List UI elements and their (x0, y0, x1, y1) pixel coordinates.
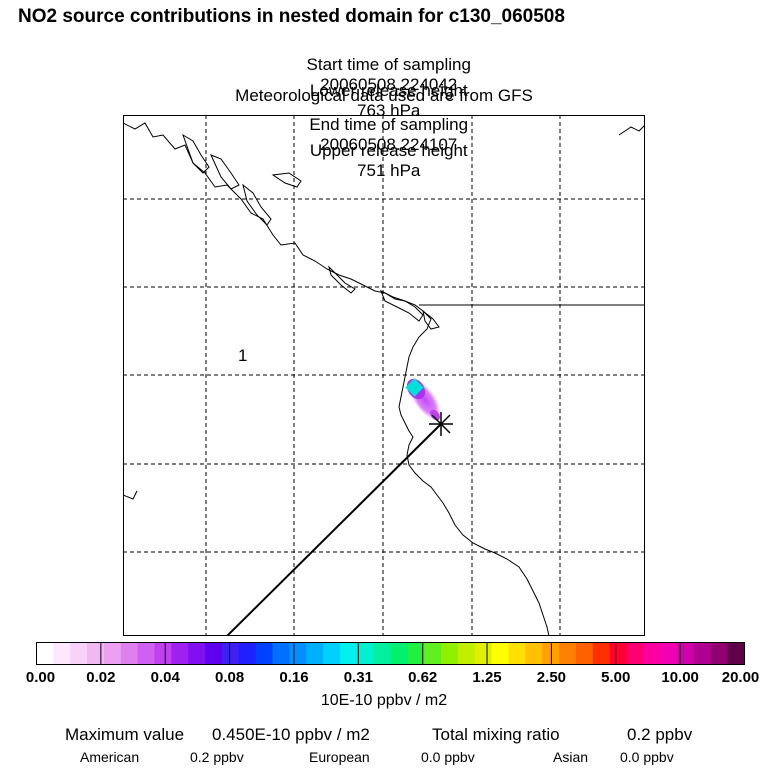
colorbar-swatch (559, 642, 577, 665)
colorbar-swatch (575, 642, 594, 665)
colorbar-swatch (441, 642, 459, 665)
asian-value: 0.0 ppbv (620, 749, 674, 765)
american-value: 0.2 ppbv (190, 749, 244, 765)
colorbar-swatch (474, 642, 493, 665)
colorbar-swatch (238, 642, 257, 665)
colorbar-swatch (205, 642, 223, 665)
colorbar-tick-label: 0.31 (343, 669, 373, 686)
map-frame (123, 115, 645, 636)
colorbar-swatch (373, 642, 391, 665)
colorbar-swatch (70, 642, 88, 665)
domain-label: 1 (238, 346, 247, 365)
colorbar-swatch (255, 642, 273, 665)
map-panel: 1 (123, 115, 645, 636)
colorbar-tick-label: 1.25 (472, 669, 502, 686)
colorbar-swatch (542, 642, 560, 665)
colorbar-swatch (120, 642, 139, 665)
colorbar-tick-label: 20.00 (721, 669, 760, 686)
european-value: 0.0 ppbv (421, 749, 475, 765)
colorbar-swatch (137, 642, 155, 665)
colorbar-swatch (171, 642, 189, 665)
colorbar-tick-label: 0.16 (279, 669, 309, 686)
colorbar-swatch (390, 642, 408, 665)
colorbar-swatch (727, 642, 745, 665)
colorbar-tick-label: 0.04 (150, 669, 180, 686)
colorbar-swatch (188, 642, 206, 665)
colorbar-tick-labels: 0.00 0.02 0.04 0.08 0.16 0.31 0.62 1.25 2.50 5.00… (0, 669, 768, 689)
colorbar-swatch (289, 642, 307, 665)
sampling-time-line: Start time of sampling 20060508.224042 E… (0, 35, 768, 155)
colorbar-swatch (525, 642, 543, 665)
colorbar-swatch (87, 642, 105, 665)
colorbar-swatch (103, 642, 122, 665)
colorbar-swatch (36, 642, 54, 665)
colorbar-swatch (491, 642, 509, 665)
colorbar-tick-label: 5.00 (601, 669, 631, 686)
colorbar-swatch (323, 642, 341, 665)
colorbar-swatch (306, 642, 324, 665)
colorbar-tick-label: 10.00 (661, 669, 699, 686)
colorbar-swatch (339, 642, 358, 665)
colorbar-swatch (626, 642, 644, 665)
trajectory-path (226, 423, 442, 636)
colorbar-swatch (660, 642, 678, 665)
release-point-marker (429, 412, 453, 436)
lower-height-label: Lower release height (309, 81, 468, 100)
colorbar-swatches (36, 642, 745, 665)
colorbar-swatch (457, 642, 476, 665)
european-label: European (309, 749, 370, 765)
coastline (123, 122, 645, 636)
upper-height-value: 751 hPa (357, 161, 421, 180)
colorbar-swatch (407, 642, 425, 665)
colorbar-dividers (100, 642, 681, 665)
colorbar-swatch (154, 642, 172, 665)
total-mixing-value: 0.2 ppbv (627, 725, 693, 744)
american-label: American (80, 749, 140, 765)
upper-height-label: Upper release height (309, 141, 468, 160)
colorbar-tick-label: 0.00 (25, 669, 56, 686)
colorbar-swatch (677, 642, 695, 665)
colorbar-frame (36, 642, 745, 665)
lat-lon-grid (123, 115, 645, 636)
max-value: 0.450E-10 ppbv / m2 (212, 725, 370, 744)
met-data-line: Meteorological data used are from GFS (235, 86, 533, 105)
colorbar-swatch (221, 642, 240, 665)
colorbar-swatch (508, 642, 526, 665)
colorbar (36, 642, 745, 665)
colorbar-swatch (53, 642, 71, 665)
colorbar-tick-label: 2.50 (536, 669, 567, 686)
colorbar-tick-label: 0.08 (214, 669, 245, 686)
end-time-label: End time of sampling (309, 115, 469, 134)
colorbar-swatch (592, 642, 611, 665)
colorbar-swatch (643, 642, 661, 665)
colorbar-swatch (710, 642, 729, 665)
colorbar-units: 10E-10 ppbv / m2 (320, 692, 448, 709)
start-time-label: Start time of sampling (306, 55, 471, 74)
colorbar-tick-label: 0.02 (86, 669, 116, 686)
max-value-label: Maximum value (65, 725, 185, 744)
no2-plume (405, 378, 441, 421)
end-time-value: 20060508.224107 (320, 135, 458, 154)
colorbar-swatch (693, 642, 712, 665)
colorbar-swatch (609, 642, 627, 665)
colorbar-swatch (424, 642, 442, 665)
colorbar-swatch (272, 642, 290, 665)
asian-label: Asian (553, 749, 589, 765)
start-time-value: 20060508.224042 (320, 75, 458, 94)
colorbar-swatch (356, 642, 375, 665)
colorbar-tick-label: 0.62 (408, 669, 438, 686)
plot-title: NO2 source contributions in nested domai… (18, 6, 565, 27)
total-mixing-label: Total mixing ratio (432, 725, 560, 744)
